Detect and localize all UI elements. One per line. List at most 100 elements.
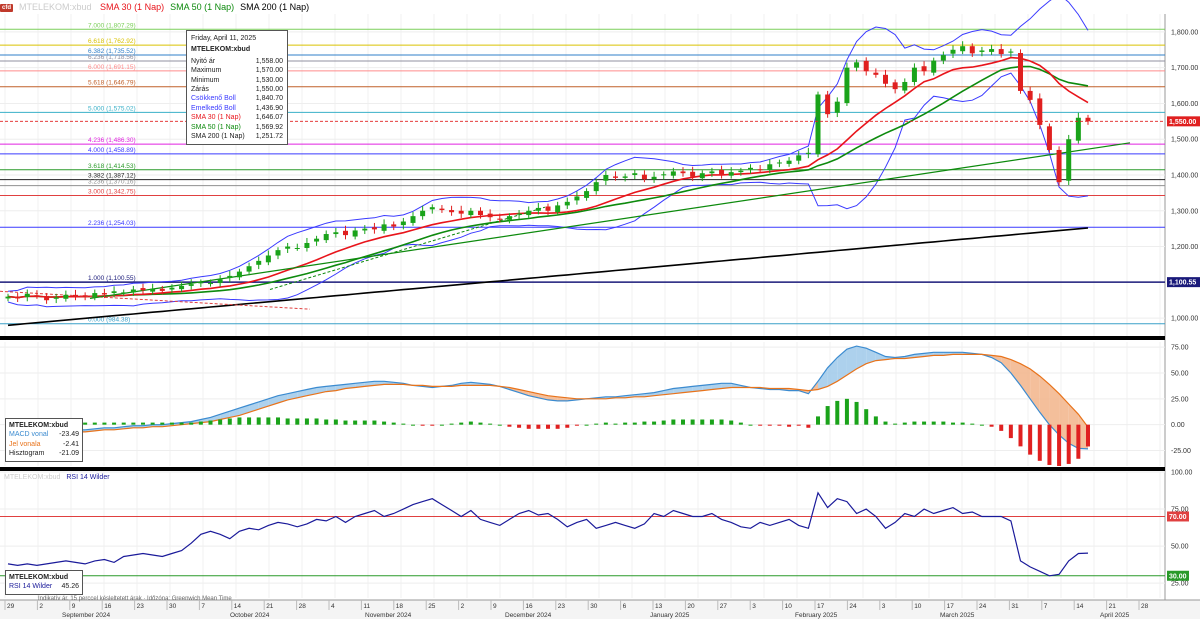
macd-fill [1049,384,1060,435]
x-day-label: 28 [299,603,307,610]
candle-body [834,101,840,113]
fib-level-label: 6.382 (1,735.52) [88,48,136,55]
macd-histogram-bar [738,422,743,425]
macd-histogram-bar [382,421,387,425]
x-day-label: 24 [849,603,857,610]
ohlc-row: Maximum 1,570.00 [191,66,283,75]
candle-body [844,67,850,104]
candle-body [622,176,628,178]
candle-body [111,291,117,294]
ohlc-row-value: 1,550.00 [255,86,283,94]
candle-body [738,170,744,173]
price-tick-label: 1,000.00 [1171,316,1198,323]
macd-histogram-bar [709,419,714,425]
price-tick-label: 1,200.00 [1171,244,1198,251]
macd-fill [692,385,703,392]
macd-histogram-bar [825,406,830,425]
candle-body [1018,52,1023,91]
candle-body [275,250,281,256]
candle-body [362,228,368,231]
macd-histogram-bar [941,421,946,425]
candle-body [960,46,966,52]
macd-histogram-bar [362,420,367,425]
macd-histogram-bar [1018,424,1023,447]
macd-histogram-bar [681,419,685,425]
candle-body [786,160,792,164]
candle-body [892,82,898,90]
macd-histogram-bar [613,423,618,425]
macd-histogram-bar [989,424,994,427]
candle-body [236,271,242,278]
candle-body [940,55,946,61]
x-day-label: 7 [1044,603,1048,610]
candle-body [73,294,78,297]
candle-body [969,46,975,54]
macd-fill [856,346,867,369]
ohlc-date: Friday, April 11, 2025 [191,35,257,42]
x-month-label: November 2024 [365,612,412,619]
candle-body [400,221,406,226]
candle-body [555,205,561,213]
footnote: Indikatív ár. 15 perccel késleltetett ár… [38,596,232,602]
fib-level-label: 4.000 (1,458.89) [88,147,136,154]
x-day-label: 24 [979,603,987,610]
candle-body [333,232,339,235]
macd-histogram-bar [391,422,396,425]
macd-histogram-bar [160,422,165,425]
ma-legend-item: SMA 50 (1 Nap) [170,2,235,12]
ohlc-row: Zárás 1,550.00 [191,85,283,94]
candle-body [371,227,377,230]
x-day-label: 6 [623,603,627,610]
candle-body [169,287,175,290]
macd-fill [683,386,693,393]
candle-body [641,174,647,180]
macd-histogram-bar [806,424,811,428]
candle-body [256,260,262,265]
ohlc-row-label: Minimum [191,76,220,84]
macd-histogram-bar [546,424,550,429]
ohlc-symbol: MTELEKOM:xbud [191,46,251,54]
ohlc-row-label: Zárás [191,86,209,94]
candle-body [584,191,590,198]
candle-body [632,173,638,175]
candle-body [526,210,532,216]
macd-histogram-bar [690,419,695,425]
candle-body [391,224,397,227]
candle-body [873,72,879,75]
rsi-symbol: MTELEKOM:xbud [9,574,69,581]
x-month-label: December 2024 [505,612,552,619]
macd-histogram-bar [999,424,1004,431]
sma50-line [7,65,1089,299]
macd-row: Jel vonala -2.41 [9,440,79,449]
macd-histogram-bar [584,424,589,426]
macd-histogram-bar [198,421,203,425]
macd-histogram-bar [439,424,444,426]
rsi-row-value: 45.26 [61,583,79,591]
x-day-label: 10 [785,603,793,610]
macd-histogram-bar [536,424,541,429]
macd-row-label: MACD vonal [9,431,49,439]
macd-histogram-bar [1086,424,1090,447]
macd-fill [229,408,240,418]
rsi-header-ghost: MTELEKOM:xbud [4,474,61,481]
price-tick-label: 1,600.00 [1171,101,1198,108]
macd-histogram-bar [1047,424,1052,465]
candle-body [661,174,667,176]
ohlc-row-value: 1,558.00 [255,57,283,65]
candle-body [1085,117,1091,122]
macd-histogram-bar [517,424,522,428]
macd-histogram-bar [835,400,840,425]
macd-histogram-bar [266,417,271,425]
candle-body [796,155,802,161]
candle-body [410,216,416,223]
candle-body [863,60,869,72]
macd-histogram-bar [169,422,174,425]
macd-histogram-bar [343,420,348,425]
last-price-badge [1167,116,1200,127]
candle-body [911,67,917,82]
macd-fill [1010,359,1021,386]
x-day-label: 10 [914,603,922,610]
fib-level-label: 3.382 (1,387.12) [88,173,136,180]
macd-histogram-bar [767,424,772,426]
